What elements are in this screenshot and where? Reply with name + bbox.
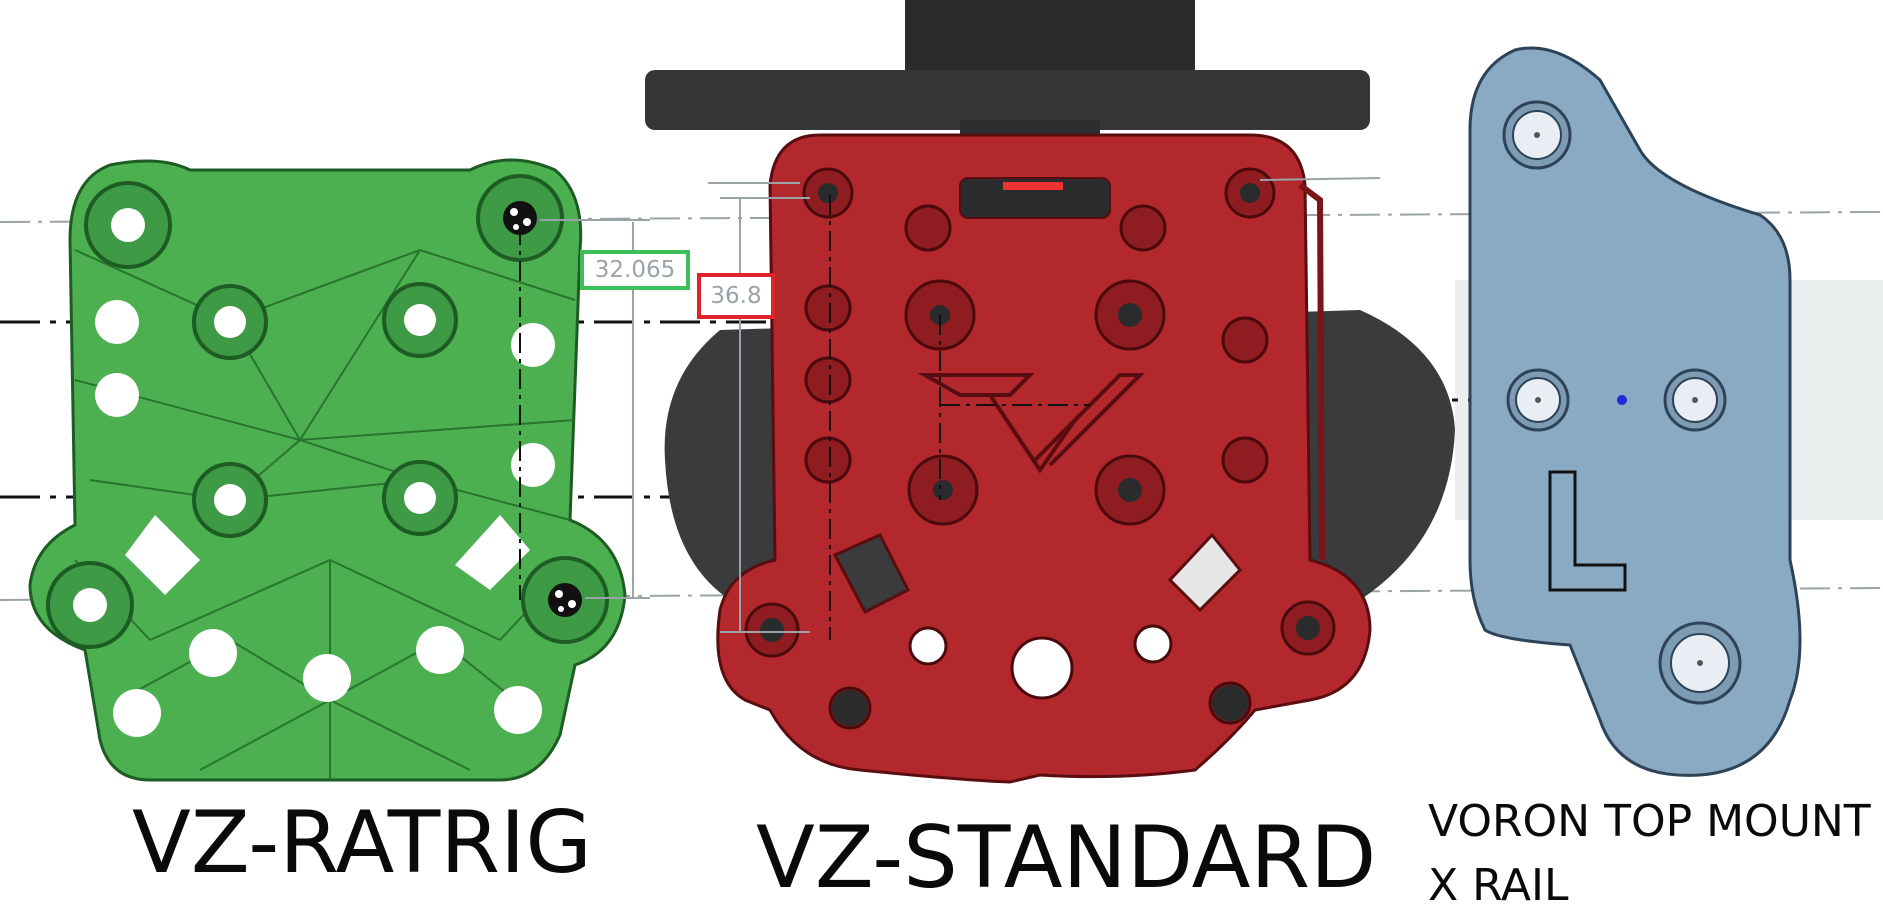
caption-ratrig: VZ-RATRIG (132, 793, 592, 893)
vz-ratrig-part (28, 158, 650, 782)
red-dim-ext (708, 177, 1381, 633)
mount-flange (645, 70, 1370, 130)
red-dimension-lines (829, 195, 1090, 640)
green-screw-marks (510, 208, 576, 612)
vz-standard-part (645, 0, 1455, 784)
vz-logo (917, 373, 1145, 474)
dimension-label-green: 32.065 (580, 250, 690, 290)
top-slot-red (1003, 182, 1063, 190)
left-cutout (832, 533, 911, 615)
top-slot (959, 177, 1111, 219)
dimension-label-red: 36.8 (697, 273, 775, 319)
red-through-holes (908, 624, 1173, 700)
voron-center-point (1617, 395, 1627, 405)
green-left-window (125, 515, 200, 595)
voron-plate (1468, 46, 1802, 777)
red-small-holes (760, 183, 1320, 726)
voron-part (1468, 46, 1802, 777)
caption-voron-line1: VORON TOP MOUNT (1428, 796, 1871, 847)
green-holes (73, 208, 555, 737)
right-cutout (1167, 532, 1243, 613)
caption-voron-line2: X RAIL (1428, 860, 1569, 911)
voron-hole-centers (1534, 132, 1703, 666)
red-plate (716, 133, 1372, 784)
voron-l-mark (1548, 470, 1627, 592)
motor-body (905, 0, 1195, 80)
green-plate (28, 158, 627, 782)
green-right-window (455, 515, 530, 590)
caption-standard: VZ-STANDARD (756, 808, 1377, 908)
red-plate-edge (1298, 182, 1325, 561)
